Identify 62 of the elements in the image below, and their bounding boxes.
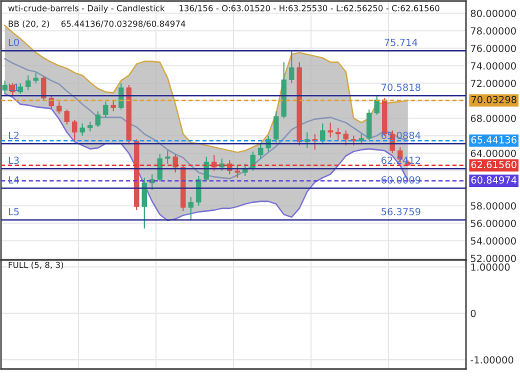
candlestick (110, 100, 116, 112)
candlestick (250, 150, 256, 172)
candlestick (258, 142, 264, 160)
y-tick-label: 72.00000 (470, 80, 516, 88)
candlestick (103, 101, 108, 118)
ref-line-label: 62.61560 (471, 160, 516, 168)
candlestick (72, 119, 78, 142)
y-tick-label: 54.00000 (470, 237, 516, 245)
ref-line-label: 75.714 (384, 38, 418, 46)
y-tick-label: 52.00000 (470, 254, 516, 262)
candlestick (274, 110, 279, 144)
chart-title: FULL (5, 8, 3) (8, 262, 64, 270)
candlestick (289, 50, 294, 84)
y-tick-label: 74.00000 (470, 62, 516, 70)
candlestick (41, 76, 46, 102)
y-tick-label: 0 (470, 310, 476, 318)
candlestick (64, 108, 70, 125)
y-tick-label: 78.00000 (470, 27, 516, 35)
chart-subtitle: 136/156 - O:63.01520 - H:63.25530 - L:62.56250 - C:62.61560 (180, 5, 440, 12)
y-tick-label: -1.00000 (470, 356, 514, 364)
candlestick (48, 94, 54, 110)
ref-line-label: 56.3759 (382, 208, 420, 216)
candlestick (172, 154, 178, 174)
candlestick (212, 154, 217, 172)
candlestick (2, 80, 8, 94)
candlestick (165, 150, 170, 164)
candlestick (88, 121, 93, 132)
y-tick-label: 58.00000 (470, 202, 516, 210)
candlestick (157, 154, 162, 182)
candlestick (320, 122, 326, 146)
candlestick (80, 122, 85, 136)
candlestick (150, 174, 155, 191)
candlestick (142, 177, 147, 230)
ref-line-label: 65.44136 (471, 136, 516, 144)
candlestick (374, 94, 380, 116)
annotation: L2 (8, 132, 19, 139)
y-tick-label: 68.00000 (470, 114, 516, 122)
annotation: L3 (8, 156, 19, 164)
candlestick (56, 101, 62, 114)
chart-title: wti-crude-barrels - Daily - Candlestick (8, 4, 165, 13)
candlestick (95, 110, 100, 128)
candlestick (33, 72, 38, 84)
candlestick (26, 74, 31, 91)
candlestick (234, 164, 240, 178)
y-tick-label: 56.00000 (470, 220, 516, 228)
candlestick (336, 127, 341, 142)
annotation: 65.44136/70.03298/60.84974 (61, 20, 186, 28)
annotation: L0 (8, 38, 19, 46)
ref-line-label: 70.5818 (382, 84, 420, 91)
ref-line-label: 60.84974 (471, 176, 516, 184)
annotation: L5 (8, 208, 19, 216)
candlestick (196, 175, 202, 206)
y-tick-label: 64.00000 (470, 150, 516, 158)
annotation: BB (20, 2) (8, 20, 50, 28)
candlestick (343, 130, 348, 146)
candlestick (188, 196, 194, 222)
y-tick-label: 1.00000 (471, 263, 510, 271)
y-tick-label: 80.00000 (470, 10, 516, 18)
y-tick-label: 76.00000 (470, 44, 516, 52)
candlestick (18, 82, 23, 94)
ref-line-label: 70.03298 (471, 96, 516, 104)
candlestick (328, 122, 333, 138)
